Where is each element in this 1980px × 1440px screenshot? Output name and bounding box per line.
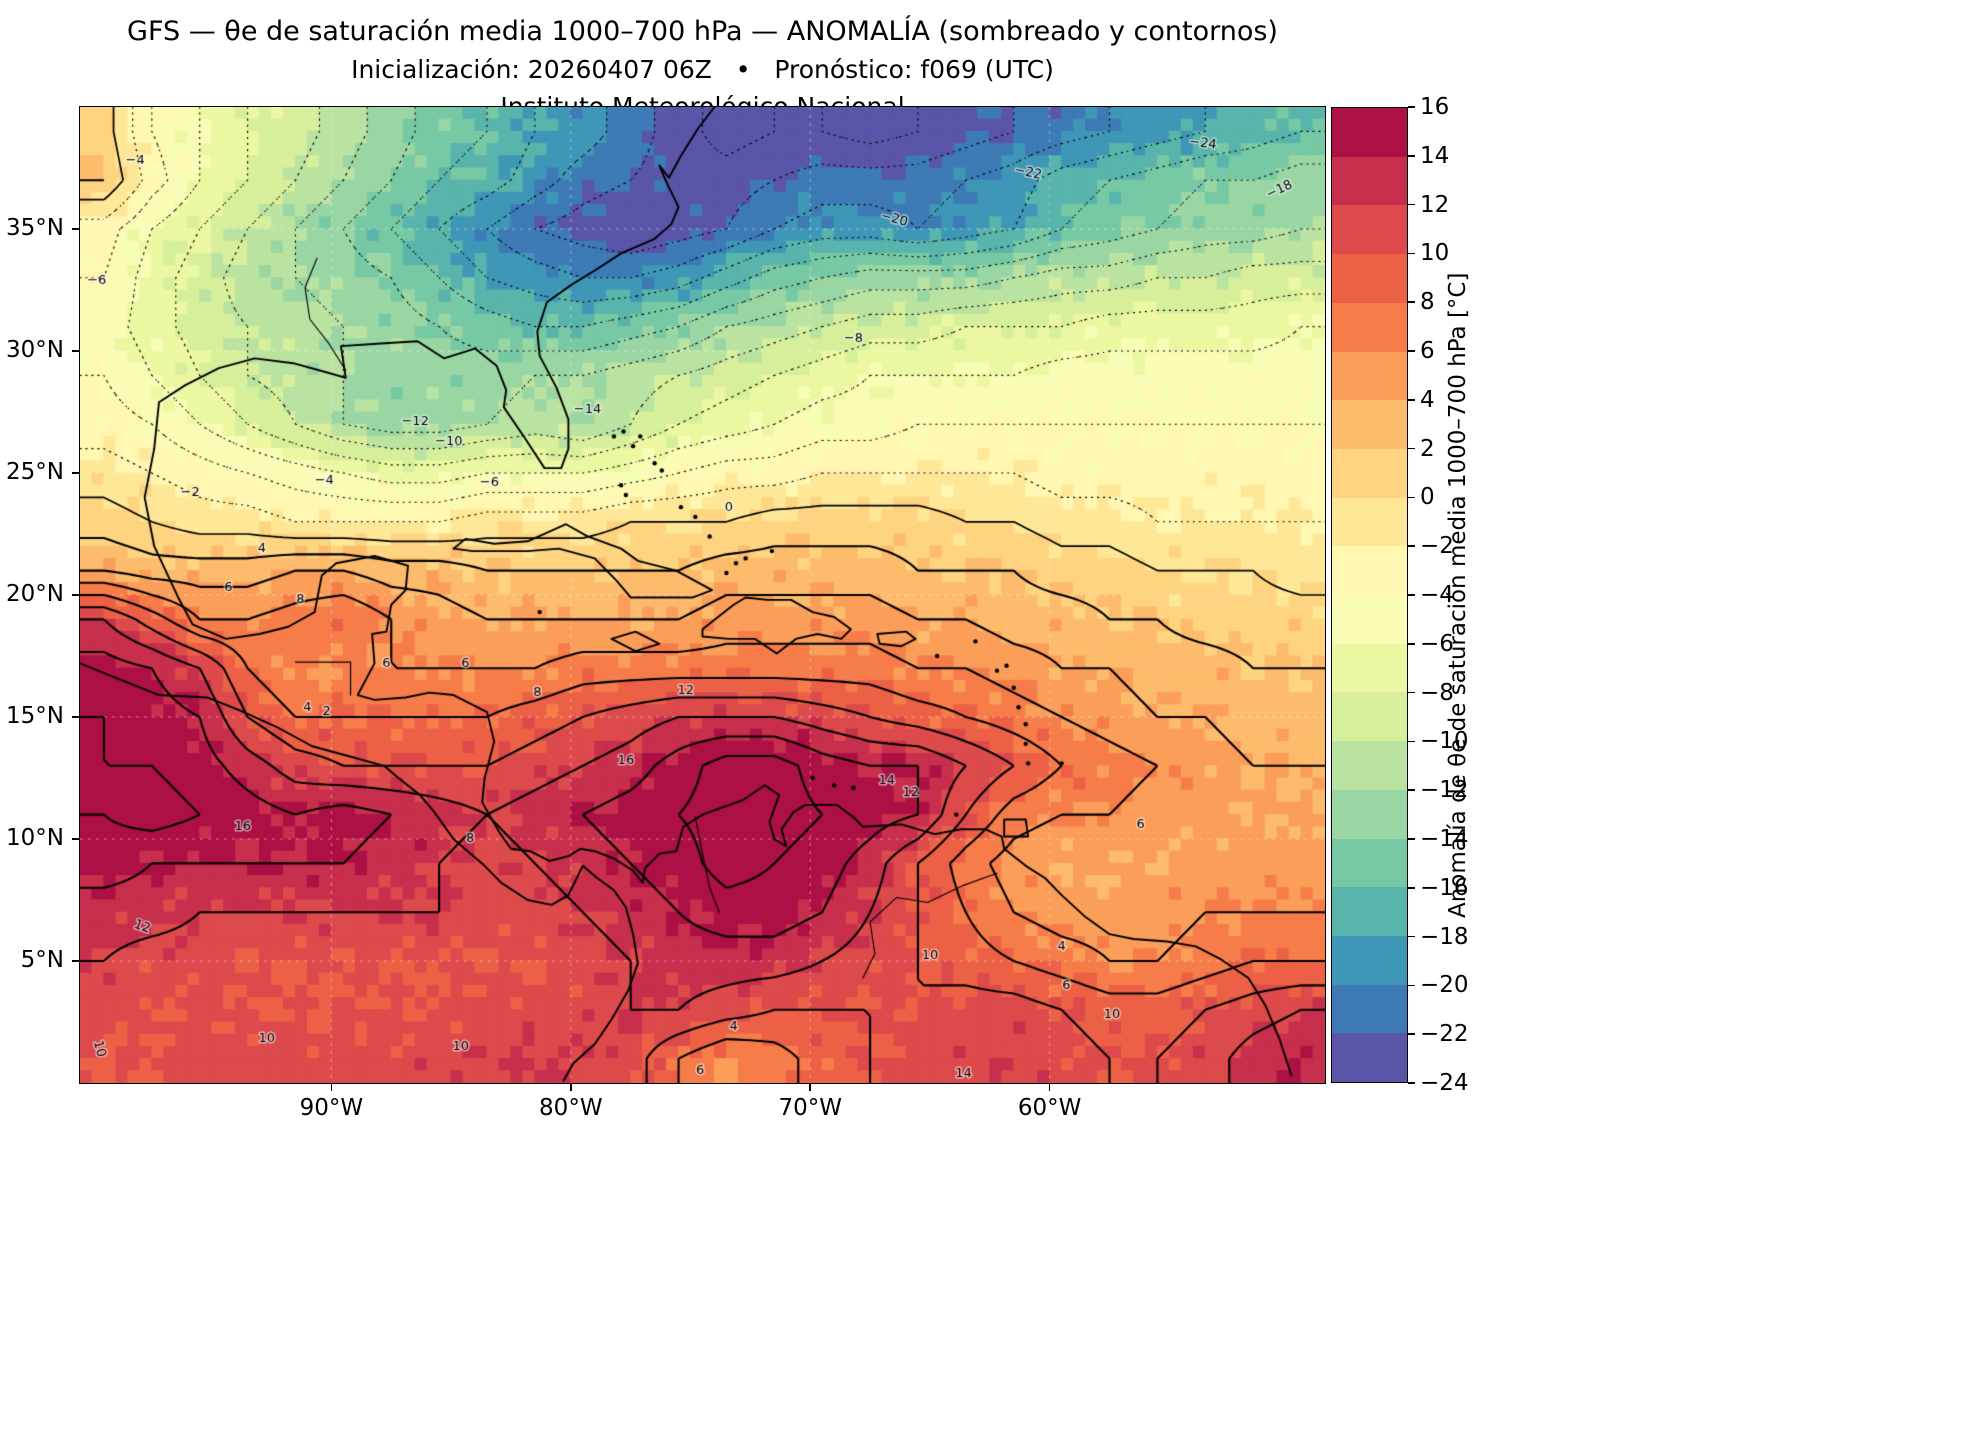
- anomaly-map-canvas: [80, 107, 1325, 1083]
- y-axis-tick-label: 20°N: [6, 581, 64, 607]
- colorbar-tickmark: [1408, 984, 1415, 987]
- x-axis-tickmark: [330, 1083, 333, 1091]
- chart-subtitle-run-info: Inicialización: 20260407 06Z • Pronóstic…: [351, 55, 1054, 84]
- colorbar-band: [1332, 400, 1407, 449]
- x-axis-tickmark: [809, 1083, 811, 1091]
- colorbar-tickmark: [1408, 1033, 1415, 1035]
- colorbar-tick-label: 12: [1420, 191, 1450, 218]
- colorbar-band: [1332, 497, 1407, 547]
- colorbar-band: [1332, 838, 1407, 888]
- colorbar-band: [1332, 887, 1407, 936]
- x-axis-tick-label: 70°W: [778, 1095, 842, 1121]
- colorbar-tickmark: [1408, 935, 1415, 938]
- colorbar-band: [1332, 351, 1407, 401]
- colorbar-band: [1332, 448, 1407, 498]
- colorbar-tick-label: 2: [1420, 435, 1435, 462]
- colorbar-band: [1332, 205, 1407, 255]
- colorbar-tick-label: 14: [1420, 142, 1450, 169]
- x-axis-tick-label: 80°W: [539, 1095, 603, 1121]
- colorbar-band: [1332, 595, 1407, 644]
- colorbar-tickmark: [1408, 350, 1415, 352]
- colorbar-tick-label: −16: [1420, 874, 1469, 901]
- colorbar-tickmark: [1408, 252, 1415, 255]
- colorbar-tick-label: −4: [1420, 582, 1454, 608]
- colorbar-tick-label: −6: [1420, 630, 1454, 657]
- y-axis-tick-label: 10°N: [6, 825, 64, 851]
- x-axis-tickmark: [570, 1083, 572, 1091]
- colorbar-tickmark: [1408, 643, 1415, 645]
- colorbar-tickmark: [1408, 203, 1415, 206]
- colorbar-band: [1332, 254, 1407, 303]
- colorbar-tickmark: [1408, 691, 1415, 694]
- colorbar-tickmark: [1408, 545, 1415, 547]
- y-axis-tickmark: [72, 228, 80, 230]
- colorbar-tick-label: −2: [1420, 533, 1454, 560]
- colorbar-tickmark: [1408, 887, 1415, 889]
- x-axis-tickmark: [1048, 1083, 1051, 1091]
- colorbar-band: [1332, 1033, 1407, 1083]
- y-axis-tickmark: [72, 716, 80, 718]
- colorbar-band: [1332, 156, 1407, 206]
- colorbar-tick-label: 0: [1420, 484, 1435, 511]
- colorbar-tickmark: [1408, 789, 1415, 791]
- colorbar-tick-label: −14: [1420, 826, 1469, 852]
- y-axis-tickmark: [72, 838, 80, 840]
- colorbar-tick-label: −20: [1420, 972, 1469, 999]
- colorbar-tickmark: [1408, 447, 1415, 450]
- colorbar-tick-label: 6: [1420, 338, 1435, 364]
- colorbar-band: [1332, 643, 1407, 693]
- colorbar-band: [1332, 741, 1407, 790]
- colorbar-band: [1332, 984, 1407, 1034]
- colorbar-tickmark: [1408, 594, 1415, 596]
- colorbar-tick-label: −18: [1420, 923, 1469, 950]
- map-plot-area: [79, 106, 1326, 1084]
- y-axis-tickmark: [72, 472, 80, 474]
- y-axis-tick-label: 30°N: [6, 337, 64, 363]
- y-axis-tickmark: [72, 960, 80, 962]
- chart-titles: GFS — θe de saturación media 1000–700 hP…: [80, 16, 1325, 121]
- x-axis-tick-label: 60°W: [1017, 1095, 1082, 1121]
- colorbar-tickmark: [1408, 838, 1415, 840]
- colorbar-tickmark: [1408, 106, 1415, 108]
- colorbar-band: [1332, 302, 1407, 352]
- colorbar-tickmark: [1408, 1082, 1415, 1084]
- colorbar-tick-label: −8: [1420, 679, 1454, 706]
- colorbar-tickmark: [1408, 399, 1415, 401]
- colorbar-band: [1332, 935, 1407, 985]
- colorbar-tickmark: [1408, 740, 1415, 743]
- colorbar-band: [1332, 789, 1407, 839]
- colorbar-tickmark: [1408, 301, 1415, 303]
- colorbar: [1331, 107, 1408, 1083]
- x-axis-tick-label: 90°W: [299, 1095, 364, 1121]
- colorbar-tick-label: 8: [1420, 289, 1435, 316]
- y-axis-tickmark: [72, 594, 80, 596]
- y-axis-tickmark: [72, 350, 80, 352]
- colorbar-tickmark: [1408, 155, 1415, 157]
- colorbar-tick-label: 10: [1420, 240, 1450, 267]
- colorbar-tick-label: −12: [1420, 777, 1469, 804]
- colorbar-tick-label: −10: [1420, 728, 1469, 755]
- colorbar-tickmark: [1408, 496, 1415, 499]
- y-axis-tick-label: 35°N: [6, 215, 64, 241]
- colorbar-tick-label: −24: [1420, 1070, 1469, 1096]
- y-axis-tick-label: 5°N: [20, 947, 64, 973]
- colorbar-band: [1332, 108, 1407, 157]
- chart-title: GFS — θe de saturación media 1000–700 hP…: [127, 16, 1278, 47]
- y-axis-tick-label: 15°N: [6, 703, 64, 729]
- colorbar-band: [1332, 692, 1407, 742]
- colorbar-tick-label: 16: [1420, 94, 1450, 120]
- colorbar-band: [1332, 546, 1407, 596]
- colorbar-tick-label: 4: [1420, 386, 1435, 413]
- y-axis-tick-label: 25°N: [6, 459, 64, 485]
- colorbar-tick-label: −22: [1420, 1021, 1469, 1048]
